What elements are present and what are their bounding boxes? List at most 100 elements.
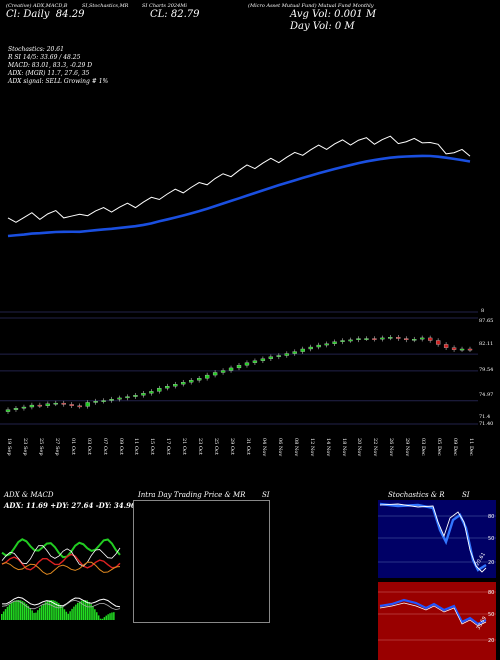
candle-body <box>260 358 266 361</box>
rsi-signal-line <box>379 602 487 627</box>
macd-histogram-bar <box>101 618 104 620</box>
x-axis-label: 29 Nov <box>404 438 411 457</box>
adx-values: ADX: 11.69 +DY: 27.64 -DY: 34.96 <box>4 501 136 510</box>
price-line <box>7 135 471 223</box>
candle-body <box>300 348 305 352</box>
candle-body <box>101 400 106 402</box>
candle-body <box>467 348 473 351</box>
macd-histogram-bar <box>61 607 64 620</box>
price-level-4: 74.97 <box>479 392 494 398</box>
candle-body <box>380 337 385 340</box>
candle-body <box>316 344 321 348</box>
macd-histogram-bar <box>86 600 88 620</box>
day-vol-label: Day Vol: 0 M <box>290 21 355 32</box>
macd-histogram-bar <box>40 605 43 620</box>
macd-histogram-bar <box>88 602 90 620</box>
x-axis-label: 07 Oct <box>101 438 108 455</box>
macd-histogram-bar <box>58 603 60 620</box>
candle-body <box>332 341 337 344</box>
x-axis-label: 25 Oct <box>213 438 220 455</box>
close-label: CL: 82.79 <box>150 9 200 20</box>
x-axis-label: 08 Nov <box>292 438 299 457</box>
candle-body <box>348 339 353 342</box>
macd-histogram-bar <box>54 600 56 620</box>
candle-body <box>268 356 274 359</box>
candle-body <box>197 378 202 381</box>
macd-histogram-bar <box>20 600 22 620</box>
candle-body <box>133 395 138 397</box>
stoch-tick-label: 50 <box>488 536 494 542</box>
macd-signal-line <box>1 599 121 611</box>
macd-histogram-bar <box>35 612 37 620</box>
adx-line: ADX: (MGR) 11.7, 27.6, 35 <box>8 70 90 77</box>
stoch-tick-label: 80 <box>488 514 494 520</box>
candle-body <box>451 347 457 350</box>
price-level-1: 87.65 <box>479 318 494 324</box>
candle-body <box>77 405 82 408</box>
intraday-panel <box>133 500 270 623</box>
macd-histogram-bar <box>92 606 94 620</box>
macd-histogram-bar <box>14 600 16 620</box>
macd-histogram-bar <box>90 604 92 620</box>
macd-histogram-bar <box>50 600 52 620</box>
x-axis-label: 27 Sep <box>53 438 60 456</box>
candle-body <box>141 393 146 396</box>
x-axis-label: 23 Sep <box>21 438 28 456</box>
candle-body <box>69 404 74 406</box>
x-axis-label: 26 Nov <box>388 438 395 457</box>
candle-body <box>435 340 441 345</box>
candle-body <box>189 380 194 383</box>
macd-histogram-bar <box>21 601 24 620</box>
daily-label: Cl: Daily 84.29 <box>6 9 85 20</box>
macd-histogram-bar <box>82 600 85 620</box>
x-axis-dates: 19 Sep 23 Sep 25 Sep 27 Sep 01 Oct 03 Oct 07 O… <box>0 438 500 488</box>
price-axis-top-tick: 8 <box>481 308 485 314</box>
candle-body <box>428 337 433 341</box>
macd-histogram-bar <box>99 618 102 620</box>
candle-body <box>220 370 226 373</box>
macd-histogram-bar <box>73 606 75 620</box>
candle-body <box>37 404 43 407</box>
candle-body <box>324 343 329 346</box>
candle-body <box>149 391 154 394</box>
candle-body <box>404 338 409 341</box>
candle-body <box>412 339 417 341</box>
header-title-2: SI,Stochastics,MR <box>82 3 129 9</box>
rsi-tick-label: 20 <box>488 638 494 644</box>
macd-histogram-bar <box>109 613 111 620</box>
macd-histogram-bar <box>52 600 54 620</box>
stoch-panel-title: Stochastics & R <box>388 491 445 499</box>
candle-body <box>109 399 114 401</box>
macd-histogram-bar <box>103 617 106 620</box>
macd-histogram-bar <box>29 608 31 620</box>
rsi-tick-label: 80 <box>488 590 494 596</box>
x-axis-label: 23 Oct <box>197 438 204 455</box>
macd-histogram-bar <box>27 605 30 620</box>
candle-body <box>356 338 361 341</box>
candle-body <box>364 338 369 340</box>
x-axis-label: 04 Nov <box>260 438 267 457</box>
main-price-chart <box>0 135 478 425</box>
candle-body <box>5 409 11 412</box>
macd-histogram-bar <box>31 610 33 620</box>
macd-histogram-bar <box>94 609 96 620</box>
price-level-3: 79.54 <box>479 367 494 373</box>
candle-body <box>85 402 90 407</box>
x-axis-label: 29 Oct <box>229 438 236 455</box>
candle-body <box>173 384 178 387</box>
macd-histogram-bar <box>84 600 87 620</box>
macd-histogram-bar <box>23 602 26 620</box>
x-axis-label: 05 Dec <box>436 438 443 456</box>
plus-di-line <box>1 538 121 559</box>
x-axis-label: 20 Nov <box>356 438 363 457</box>
adx-panel-bg <box>0 510 125 660</box>
candle-body <box>93 401 98 403</box>
macd-histogram-bar <box>25 603 28 620</box>
macd-histogram-bar <box>39 607 41 620</box>
x-axis-label: 03 Oct <box>85 438 92 455</box>
x-axis-label: 11 Oct <box>133 438 140 455</box>
macd-histogram-bar <box>8 604 11 620</box>
x-axis-label: 21 Oct <box>181 438 188 455</box>
x-axis-label: 03 Dec <box>420 438 427 456</box>
rsi-panel-bg <box>378 582 496 660</box>
